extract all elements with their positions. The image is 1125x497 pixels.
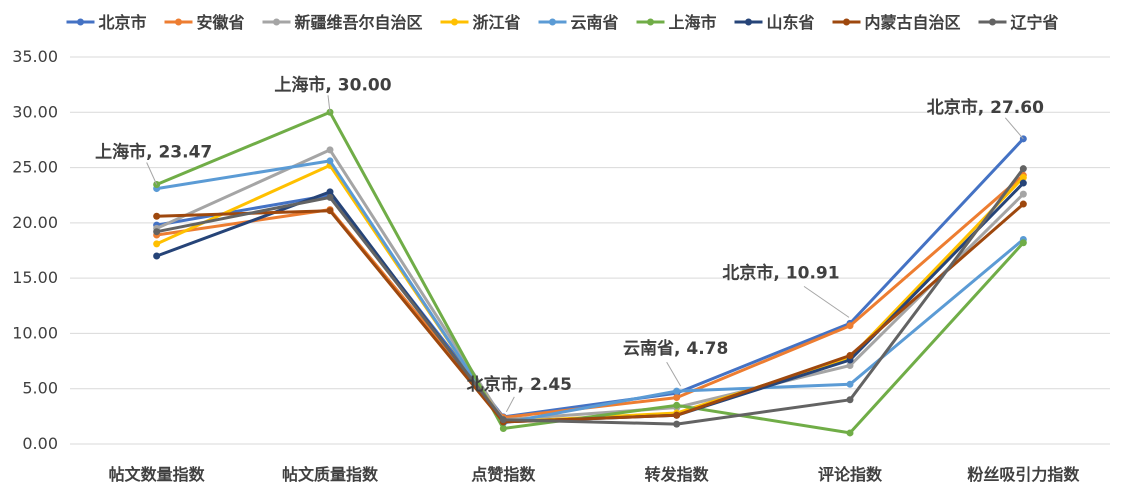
y-tick-label: 5.00 <box>22 379 58 398</box>
data-label: 云南省, 4.78 <box>623 338 728 359</box>
annotation-leader <box>1004 117 1024 140</box>
legend-marker <box>273 18 280 26</box>
data-point <box>1019 239 1027 247</box>
annotation-leader <box>803 285 850 318</box>
data-point <box>1019 165 1027 173</box>
data-label: 北京市, 10.91 <box>722 262 839 283</box>
annotation-leader <box>666 361 682 387</box>
data-label: 上海市, 30.00 <box>274 74 391 95</box>
data-label: 上海市, 23.47 <box>95 141 212 162</box>
y-tick-label: 10.00 <box>12 323 58 342</box>
y-tick-label: 35.00 <box>12 47 58 66</box>
legend-marker <box>843 18 850 26</box>
y-tick-label: 15.00 <box>12 268 58 287</box>
legend-label: 北京市 <box>99 13 147 32</box>
data-point <box>673 411 681 419</box>
series-line <box>155 110 1025 435</box>
data-point <box>326 193 334 201</box>
data-point <box>1019 179 1027 187</box>
data-label: 北京市, 27.60 <box>927 97 1044 118</box>
data-point <box>326 146 334 154</box>
data-point <box>499 416 507 424</box>
series-line <box>155 148 1025 422</box>
data-point <box>673 401 681 409</box>
data-point <box>846 352 854 360</box>
y-tick-label: 30.00 <box>12 102 58 121</box>
legend-marker <box>647 18 654 26</box>
legend-marker <box>989 18 996 26</box>
x-tick-label: 评论指数 <box>818 465 883 484</box>
series-line <box>155 202 1025 424</box>
data-point <box>846 429 854 437</box>
legend-label: 上海市 <box>669 13 717 32</box>
legend-label: 内蒙古自治区 <box>865 13 961 32</box>
legend-marker <box>77 18 84 26</box>
legend-marker <box>175 18 182 26</box>
legend-marker <box>451 18 458 26</box>
data-point <box>326 207 334 215</box>
y-tick-label: 20.00 <box>12 213 58 232</box>
data-point <box>846 380 854 388</box>
series-line <box>155 167 1025 426</box>
y-tick-label: 25.00 <box>12 158 58 177</box>
legend-label: 浙江省 <box>473 13 521 32</box>
x-tick-label: 帖文质量指数 <box>282 465 379 484</box>
series-line <box>155 137 1025 419</box>
data-point <box>499 425 507 433</box>
legend-marker <box>549 18 556 26</box>
legend-label: 云南省 <box>571 13 619 32</box>
data-point <box>1019 200 1027 208</box>
data-label: 北京市, 2.45 <box>467 374 572 395</box>
legend-label: 山东省 <box>767 13 815 32</box>
y-tick-label: 0.00 <box>22 434 58 453</box>
data-point <box>153 212 161 220</box>
x-tick-label: 帖文数量指数 <box>109 465 206 484</box>
data-point <box>673 394 681 402</box>
data-point <box>846 361 854 369</box>
annotation-leader <box>327 95 331 113</box>
legend-marker <box>745 18 752 26</box>
data-point <box>846 396 854 404</box>
data-point <box>153 240 161 248</box>
annotation-leader <box>505 396 515 413</box>
x-tick-label: 转发指数 <box>645 465 710 484</box>
x-tick-label: 点赞指数 <box>471 465 536 484</box>
legend-label: 安徽省 <box>197 13 245 32</box>
data-point <box>326 157 334 165</box>
legend-label: 辽宁省 <box>1011 13 1059 32</box>
data-point <box>846 322 854 330</box>
data-point <box>326 188 334 196</box>
legend-label: 新疆维吾尔自治区 <box>295 13 423 32</box>
data-point <box>673 420 681 428</box>
data-point <box>1019 174 1027 182</box>
x-tick-label: 粉丝吸引力指数 <box>967 465 1080 484</box>
data-point <box>1019 190 1027 198</box>
annotation-leader <box>146 162 158 185</box>
data-point <box>673 387 681 395</box>
data-point <box>153 252 161 260</box>
data-point <box>153 228 161 236</box>
